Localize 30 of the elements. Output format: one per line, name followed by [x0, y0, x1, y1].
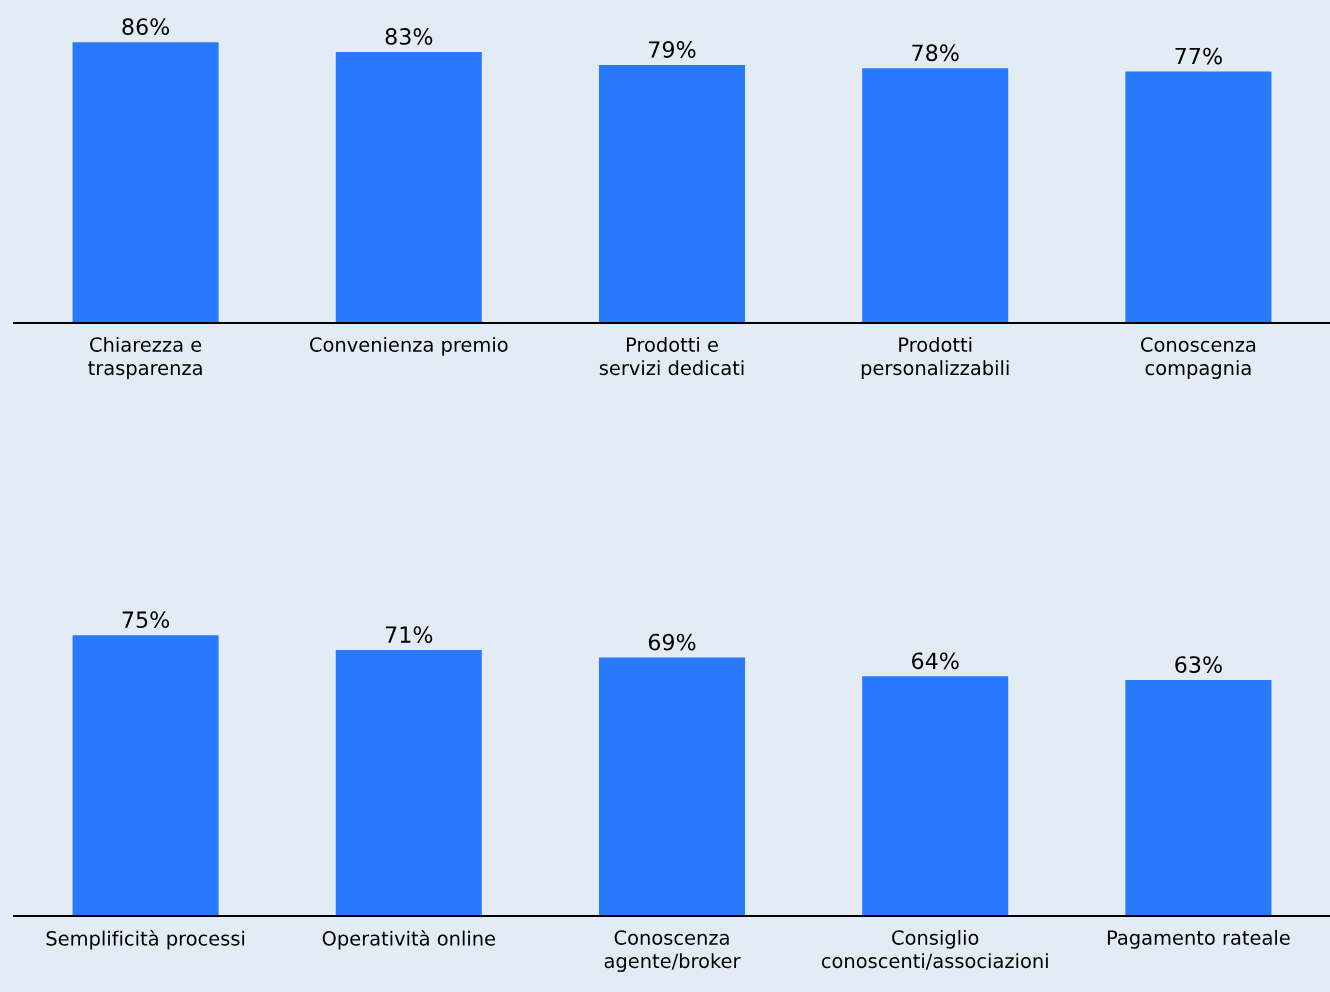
bar [72, 42, 219, 323]
x-tick-label: Conoscenza compagnia [1141, 337, 1256, 379]
bar [335, 51, 482, 323]
data-label: 78% [912, 44, 959, 62]
data-label: 83% [385, 28, 433, 45]
bar [335, 650, 482, 916]
x-tick-label: Operatività online [322, 929, 496, 950]
data-label: 75% [122, 611, 170, 629]
bar [862, 676, 1009, 916]
bar [862, 68, 1009, 323]
bar [598, 64, 746, 323]
data-label: 64% [912, 652, 959, 670]
x-tick-label: Pagamento rateale [1107, 929, 1290, 949]
bar [1125, 680, 1272, 916]
data-label: 79% [649, 41, 696, 58]
x-tick-label: Chiarezza e trasparenza [88, 336, 202, 379]
x-tick-label: Convenienza premio [310, 336, 508, 356]
x-tick-label: Prodotti personalizzabili [861, 336, 1009, 379]
data-label: 71% [385, 626, 433, 644]
x-tick-label: Consiglio conoscenti/associazioni [821, 929, 1048, 970]
x-tick-label: Conoscenza agente/broker [604, 930, 741, 972]
x-tick-label: Prodotti e servizi dedicati [599, 336, 744, 376]
x-tick-label: Semplificità processi [46, 929, 245, 950]
bar [72, 635, 219, 916]
bar [1125, 71, 1272, 323]
data-label: 77% [1175, 47, 1222, 65]
data-label: 63% [1175, 656, 1222, 673]
data-label: 86% [122, 18, 170, 36]
bar [598, 657, 746, 916]
data-label: 69% [648, 633, 696, 651]
